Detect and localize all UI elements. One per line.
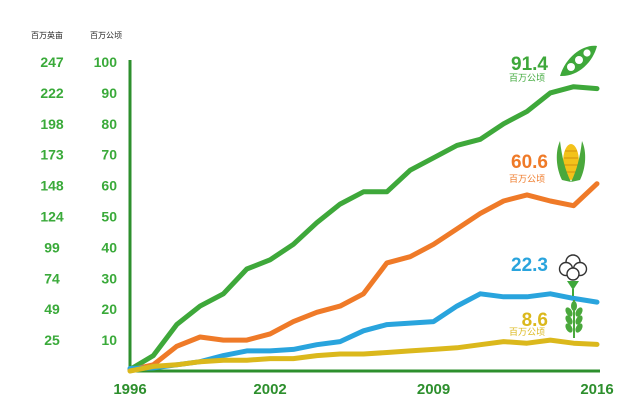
soybean-pod-icon [560,45,597,77]
y-tick-label-acres: 74 [44,270,60,286]
end-unit-label: 百万公顷 [509,174,545,185]
wheat-icon [565,300,583,338]
y-tick-label: 40 [101,239,117,255]
end-value-label: 60.6 [511,152,548,173]
y-tick-label: 80 [101,116,117,132]
x-tick-label: 2016 [580,381,613,398]
y-tick-label-acres: 25 [44,332,60,348]
series-line [127,181,600,373]
end-value-label: 91.4 [511,54,548,75]
x-tick-labels: 1996 2002 2009 2016 [113,381,613,398]
acres-axis-unit: 百万英亩 [31,30,63,40]
y-tick-label: 20 [101,301,117,317]
end-value-label: 22.3 [511,255,548,276]
y-tick-label-acres: 124 [40,209,64,225]
y-tick-label-acres: 247 [40,54,64,70]
y-tick-label: 70 [101,147,117,163]
x-tick-label: 2009 [417,381,450,398]
y-tick-label-acres: 198 [40,116,64,132]
y-tick-label: 100 [94,54,118,70]
y-tick-label-acres: 222 [40,85,64,101]
corn-icon [556,141,586,182]
end-value-label: 8.6 [522,310,548,331]
cotton-icon [558,254,588,296]
hectares-axis-unit: 百万公顷 [90,31,122,40]
y-tick-label: 60 [101,178,117,194]
y-tick-label-acres: 99 [44,239,60,255]
y-tick-label: 10 [101,332,117,348]
series-line [127,84,600,372]
y-tick-label: 30 [101,270,117,286]
series-line [127,337,600,374]
y-tick-label: 90 [101,85,117,101]
y-tick-label-acres: 49 [44,301,60,317]
x-tick-label: 1996 [113,381,146,398]
y-tick-label-acres: 148 [40,178,64,194]
y-tick-label: 50 [101,209,117,225]
y-tick-labels: 10 25 20 49 30 74 40 99 50 124 60 148 70 173 80 198 90 22… [40,54,117,348]
end-unit-label: 百万公顷 [509,327,545,338]
series-lines [127,84,600,374]
x-tick-label: 2002 [253,381,286,398]
end-unit-label: 百万公顷 [509,73,545,84]
y-tick-label-acres: 173 [40,147,64,163]
